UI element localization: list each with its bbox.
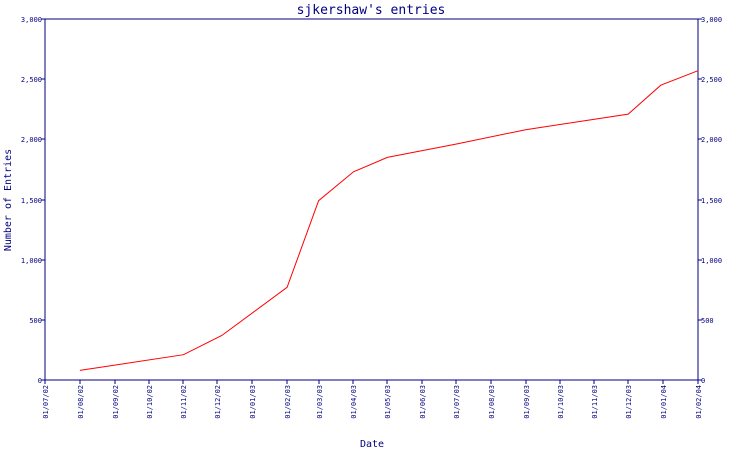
x-tick-label: 01/12/02 <box>214 385 222 419</box>
x-tick-label: 01/08/02 <box>77 385 85 419</box>
x-tick-label: 01/09/03 <box>523 385 531 419</box>
y-tick-label-left: 2,500 <box>21 76 42 84</box>
y-tick-label-right: 1,500 <box>701 197 722 205</box>
y-tick-label-left: 500 <box>29 317 42 325</box>
x-tick-label: 01/01/03 <box>249 385 257 419</box>
y-tick-label-right: 2,500 <box>701 76 722 84</box>
x-tick-label: 01/06/03 <box>419 385 427 419</box>
x-tick-label: 01/02/04 <box>695 385 703 419</box>
x-tick-label: 01/11/03 <box>591 385 599 419</box>
plot-area: 0 0 500 500 1,000 1,000 1,500 1,500 2,000 2,000 2,… <box>21 16 722 419</box>
x-tick-label: 01/01/04 <box>660 385 668 419</box>
y-tick-label-left: 3,000 <box>21 16 42 24</box>
x-tick-label: 01/07/03 <box>453 385 461 419</box>
x-tick-label: 01/05/03 <box>384 385 392 419</box>
x-tick-label: 01/10/02 <box>146 385 154 419</box>
x-tick-label: 01/10/03 <box>557 385 565 419</box>
y-axis-label: Number of Entries <box>3 149 14 251</box>
x-tick-label: 01/11/02 <box>180 385 188 419</box>
y-tick-label-right: 1,000 <box>701 257 722 265</box>
y-tick-label-left: 2,000 <box>21 136 42 144</box>
x-tick-label: 01/02/03 <box>284 385 292 419</box>
y-tick-label-right: 500 <box>701 317 714 325</box>
x-tick-label: 01/08/03 <box>488 385 496 419</box>
y-tick-label-left: 0 <box>38 377 42 385</box>
y-tick-label-right: 0 <box>701 377 705 385</box>
x-tick-label: 01/03/03 <box>316 385 324 419</box>
y-tick-label-left: 1,000 <box>21 257 42 265</box>
x-tick-label: 01/07/02 <box>42 385 50 419</box>
y-tick-label-right: 3,000 <box>701 16 722 24</box>
x-tick-label: 01/09/02 <box>112 385 120 419</box>
y-tick-label-right: 2,000 <box>701 136 722 144</box>
x-tick-label: 01/04/03 <box>350 385 358 419</box>
x-tick-label: 01/12/03 <box>625 385 633 419</box>
series-line <box>79 70 699 371</box>
x-axis-label: Date <box>360 439 384 450</box>
chart-title: sjkershaw's entries <box>297 3 446 18</box>
plot-frame <box>44 18 699 381</box>
y-tick-label-left: 1,500 <box>21 197 42 205</box>
